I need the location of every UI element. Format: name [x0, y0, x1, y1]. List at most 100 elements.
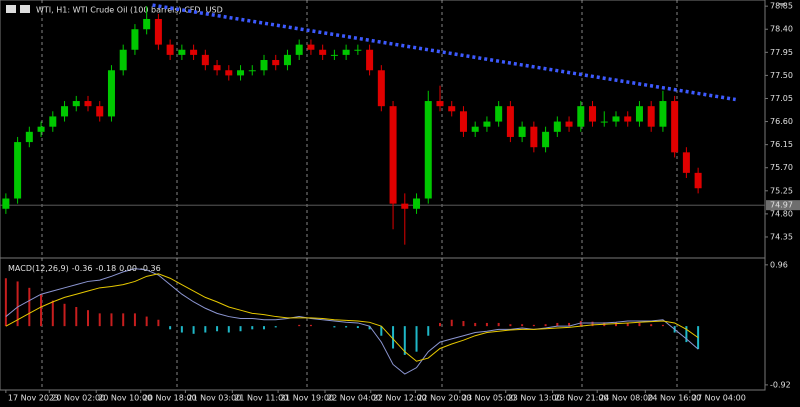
x-tick-label: 24 Nov 08:00 — [599, 394, 653, 403]
x-tick-label: 27 Nov 04:00 — [692, 394, 746, 403]
candle-body — [201, 54, 209, 66]
candle-body — [659, 101, 667, 127]
scroll-icon — [778, 3, 786, 7]
x-tick-label: 24 Nov 16:00 — [647, 394, 701, 403]
candle-body — [237, 70, 245, 76]
x-tick-label: 22 Nov 20:00 — [417, 394, 471, 403]
y-tick-label: 74.35 — [770, 232, 793, 241]
y-tick-label: 76.15 — [770, 140, 793, 149]
last-price-box — [766, 200, 800, 211]
y-tick-label: 75.25 — [770, 186, 793, 195]
macd-readout: MACD(12,26,9) — [8, 264, 69, 273]
candle-body — [530, 126, 538, 148]
candle-body — [589, 106, 597, 122]
candle-body — [225, 70, 233, 76]
x-tick-label: 21 Nov 11:00 — [234, 394, 288, 403]
y-tick-label: 78.85 — [770, 2, 793, 11]
candle-body — [272, 60, 280, 66]
x-tick-label: 17 Nov 2023 — [8, 394, 59, 403]
candle-body — [190, 49, 198, 55]
candle-body — [49, 116, 57, 127]
candle-body — [612, 116, 620, 122]
macd-line — [5, 268, 699, 375]
y-tick-label: 76.60 — [770, 117, 793, 126]
candle-body — [307, 44, 315, 50]
x-tick-label: 21 Nov 03:00 — [187, 394, 241, 403]
x-tick-label: 22 Nov 12:00 — [373, 394, 427, 403]
last-price-label: 74.97 — [770, 201, 793, 210]
candle-body — [342, 49, 350, 55]
candle-body — [600, 121, 608, 123]
candle-body — [166, 44, 174, 55]
macd-readout: -0.18 — [95, 264, 116, 273]
candle-body — [518, 126, 526, 137]
candle-body — [283, 54, 291, 66]
chart-title: WTI, H1: WTI Crude Oil (100 barrels) CFD… — [36, 6, 223, 15]
candle-body — [96, 106, 104, 117]
candle-body — [2, 198, 10, 209]
candle-body — [506, 106, 514, 137]
macd-line — [5, 273, 699, 362]
candle-body — [389, 106, 397, 204]
y-tick-label: 77.50 — [770, 71, 793, 80]
candle-body — [542, 131, 550, 148]
candle-body — [624, 116, 632, 122]
candle-body — [154, 18, 162, 45]
candle-body — [14, 142, 22, 199]
candle-body — [448, 106, 456, 112]
candle-body — [295, 44, 303, 55]
candle-body — [424, 101, 432, 199]
candle-body — [413, 198, 421, 209]
candle-body — [471, 126, 479, 132]
macd-label: MACD(12,26,9) -0.36 -0.18 0.00 -0.36 — [8, 264, 161, 273]
candle-body — [143, 18, 151, 30]
x-tick-label: 22 Nov 04:00 — [327, 394, 381, 403]
candle-body — [565, 121, 573, 127]
x-tick-label: 20 Nov 10:00 — [98, 394, 152, 403]
candle-body — [483, 121, 491, 127]
x-tick-label: 23 Nov 13:00 — [508, 394, 562, 403]
x-tick-label: 23 Nov 21:00 — [555, 394, 609, 403]
candle-body — [61, 106, 69, 117]
candle-body — [671, 101, 679, 153]
candle-body — [553, 121, 561, 132]
candle-body — [635, 106, 643, 122]
candle-body — [319, 49, 327, 55]
candle-body — [213, 65, 221, 71]
macd-readout: -0.36 — [72, 264, 93, 273]
candle-body — [459, 111, 467, 132]
macd-readout: -0.36 — [140, 264, 161, 273]
candle-body — [577, 106, 585, 127]
candle-body — [178, 49, 186, 55]
candle-body — [694, 172, 702, 189]
x-tick-label: 21 Nov 19:00 — [280, 394, 334, 403]
y-tick-label: 77.95 — [770, 48, 793, 57]
candle-body — [260, 60, 268, 71]
macd-readout: 0.00 — [119, 264, 137, 273]
y-tick-label: 75.70 — [770, 163, 793, 172]
plot-frame — [0, 0, 766, 391]
x-tick-label: 23 Nov 05:00 — [462, 394, 516, 403]
candle-body — [495, 106, 503, 122]
y-tick-label: 74.80 — [770, 209, 793, 218]
candle-body — [131, 29, 139, 50]
y-tick-label: 0.96 — [770, 260, 788, 269]
candle-body — [72, 101, 80, 107]
x-tick-label: 20 Nov 18:00 — [143, 394, 197, 403]
x-tick-label: 20 Nov 02:00 — [51, 394, 105, 403]
candle-body — [248, 70, 256, 72]
candle-body — [436, 101, 444, 107]
candle-body — [25, 131, 33, 143]
y-tick-label: -0.92 — [770, 380, 791, 389]
candle-body — [37, 126, 45, 132]
symbol-icon — [6, 5, 30, 13]
candle-body — [354, 49, 362, 51]
candle-body — [107, 70, 115, 117]
candle-body — [84, 101, 92, 107]
candle-body — [366, 49, 374, 71]
y-tick-label: 77.05 — [770, 94, 793, 103]
candle-body — [682, 152, 690, 173]
candle-body — [119, 49, 127, 71]
trendline — [152, 3, 736, 102]
